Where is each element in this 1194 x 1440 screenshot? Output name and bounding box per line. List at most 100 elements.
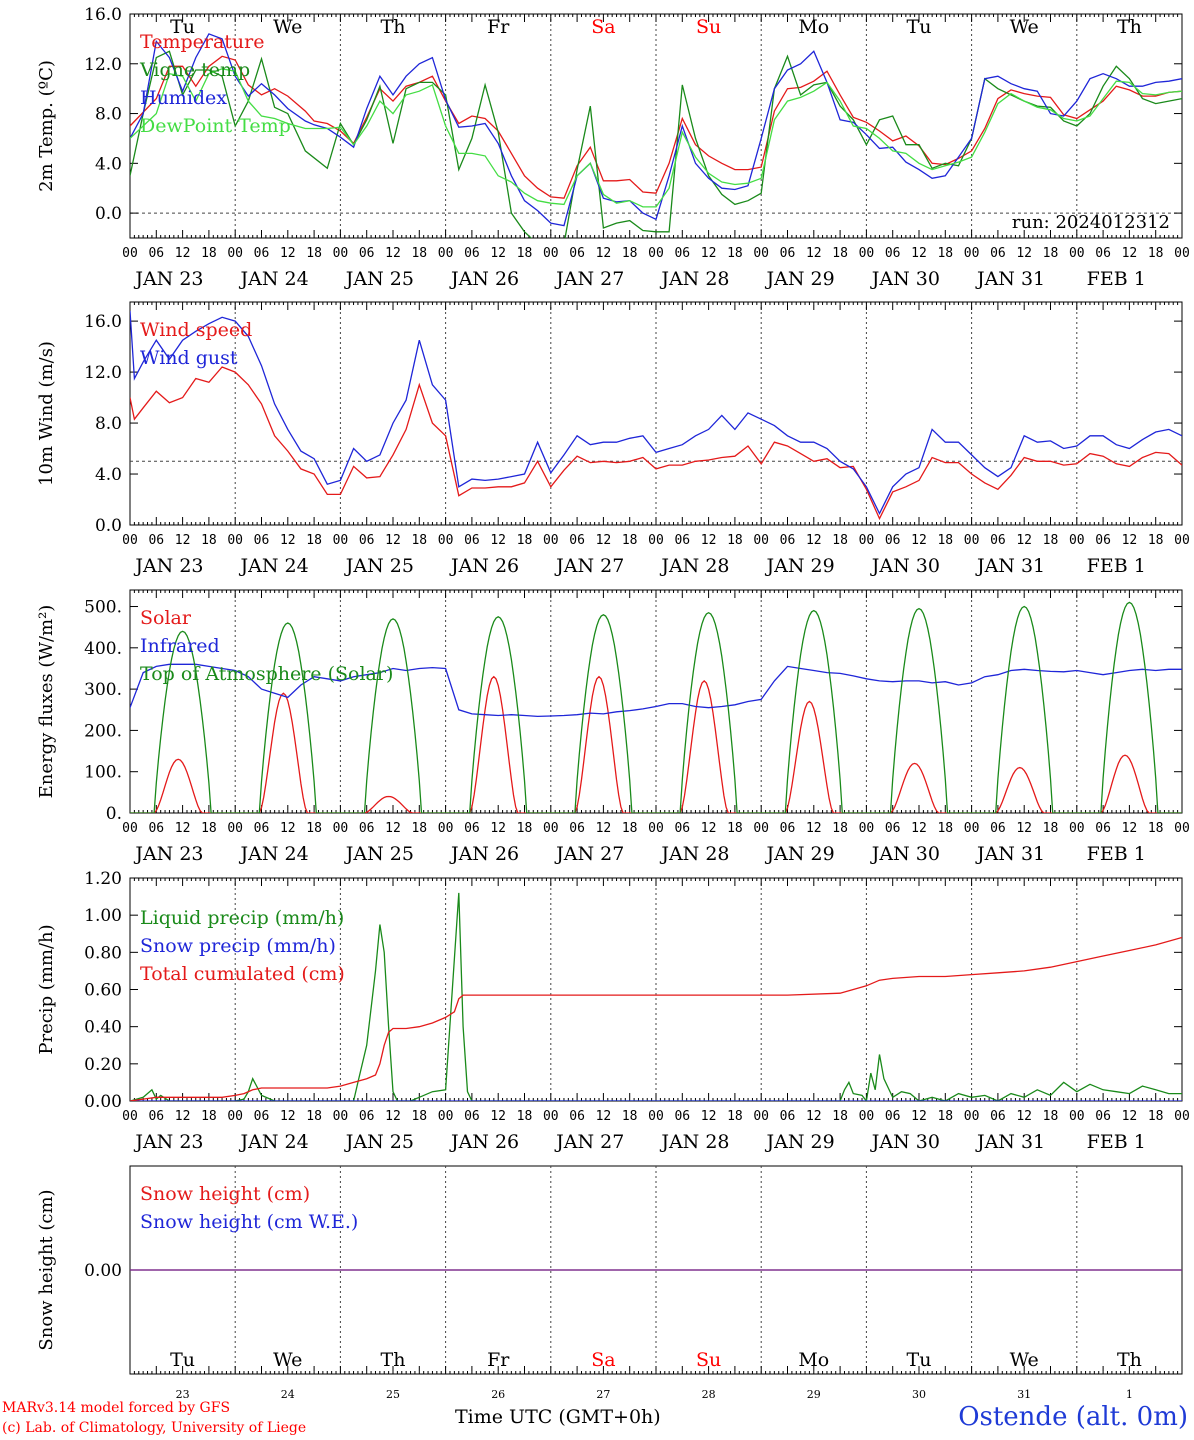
footer-copyright: (c) Lab. of Climatology, University of L…	[2, 1420, 307, 1436]
hour-label: 00	[543, 246, 559, 261]
hour-label: 18	[832, 1109, 848, 1124]
day-name: We	[273, 1349, 302, 1371]
hour-label: 12	[385, 246, 401, 261]
date-label: JAN 30	[870, 843, 940, 865]
hour-label: 06	[359, 821, 375, 836]
hour-label: 00	[1174, 821, 1190, 836]
panel-2: 0.0 4.0 8.0 12.0 16.0 10m Wind (m/s) 00 06 12 18 J…	[36, 301, 1190, 577]
hour-label: 18	[622, 1109, 638, 1124]
y-axis-label: Snow height (cm)	[36, 1189, 57, 1350]
hour-label: 18	[937, 1109, 953, 1124]
hour-label: 18	[1148, 821, 1164, 836]
date-label: JAN 25	[344, 843, 414, 865]
hour-label: 00	[438, 246, 454, 261]
hour-label: 06	[464, 1109, 480, 1124]
run-annotation: run: 2024012312	[1012, 212, 1170, 233]
hour-label: 00	[122, 246, 138, 261]
hour-label: 06	[674, 246, 690, 261]
hour-label: 18	[727, 821, 743, 836]
hour-label: 12	[1016, 821, 1032, 836]
hour-label: 00	[753, 1109, 769, 1124]
hour-label: 18	[411, 533, 427, 548]
hour-label: 18	[727, 246, 743, 261]
hour-label: 12	[1122, 533, 1138, 548]
footer-model-credit: MARv3.14 model forced by GFS	[2, 1400, 231, 1416]
day-number: 28	[702, 1388, 716, 1401]
hour-label: 00	[1069, 533, 1085, 548]
panel-4: 0.00 0.20 0.40 0.60 0.80 1.00 1.20 Precip (mm/h…	[36, 869, 1190, 1153]
day-name: We	[273, 16, 302, 38]
date-label: JAN 30	[870, 1131, 940, 1153]
date-label: JAN 31	[975, 555, 1045, 577]
hour-label: 18	[937, 821, 953, 836]
hour-label: 12	[911, 1109, 927, 1124]
hour-label: 00	[543, 821, 559, 836]
legend-entry: Humidex	[140, 87, 227, 109]
day-name: Sa	[591, 16, 615, 38]
date-label: JAN 31	[975, 1131, 1045, 1153]
hour-label: 12	[1122, 821, 1138, 836]
y-tick-label: 12.0	[84, 363, 122, 383]
hour-label: 12	[175, 246, 191, 261]
day-number: 24	[281, 1388, 295, 1401]
day-number: 29	[807, 1388, 821, 1401]
hour-label: 06	[674, 533, 690, 548]
date-label: JAN 24	[239, 268, 309, 290]
hour-label: 06	[359, 533, 375, 548]
hour-label: 18	[201, 533, 217, 548]
y-tick-label: 8.0	[95, 414, 122, 434]
date-label: JAN 25	[344, 268, 414, 290]
hour-label: 00	[333, 821, 349, 836]
hour-label: 06	[148, 533, 164, 548]
hour-label: 12	[911, 821, 927, 836]
date-label: JAN 28	[659, 555, 729, 577]
hour-label: 06	[464, 246, 480, 261]
date-label: JAN 23	[133, 1131, 203, 1153]
hour-label: 12	[806, 533, 822, 548]
hour-label: 06	[885, 1109, 901, 1124]
hour-label: 12	[701, 821, 717, 836]
legend-entry: Wind speed	[140, 319, 252, 341]
hour-label: 12	[1122, 1109, 1138, 1124]
hour-label: 00	[438, 821, 454, 836]
series-dewpoint-temp	[130, 68, 1182, 208]
hour-label: 18	[1043, 246, 1059, 261]
y-tick-label: 300.	[84, 680, 122, 700]
hour-label: 18	[1043, 533, 1059, 548]
hour-label: 00	[227, 533, 243, 548]
legend-entry: Snow precip (mm/h)	[140, 935, 336, 957]
hour-label: 06	[254, 1109, 270, 1124]
day-name: Mo	[798, 16, 829, 38]
date-label: JAN 27	[554, 268, 624, 290]
date-label: JAN 25	[344, 1131, 414, 1153]
date-label: JAN 26	[449, 843, 519, 865]
hour-label: 00	[648, 821, 664, 836]
y-axis-label: 10m Wind (m/s)	[36, 341, 57, 486]
hour-label: 06	[674, 1109, 690, 1124]
hour-label: 12	[490, 1109, 506, 1124]
y-tick-label: 4.0	[95, 465, 122, 485]
series-top-of-atmosphere-solar	[130, 601, 1182, 813]
y-tick-label: 16.0	[84, 5, 122, 25]
hour-label: 06	[148, 1109, 164, 1124]
hour-label: 18	[727, 1109, 743, 1124]
date-label: JAN 26	[449, 268, 519, 290]
legend-entry: DewPoint Temp	[140, 115, 291, 137]
hour-label: 06	[885, 246, 901, 261]
hour-label: 12	[596, 1109, 612, 1124]
hour-label: 18	[622, 533, 638, 548]
hour-label: 18	[201, 821, 217, 836]
hour-label: 06	[780, 533, 796, 548]
panel-3: 0. 100. 200. 300. 400. 500. Energy fluxes (W/m…	[36, 589, 1190, 865]
date-label: JAN 30	[870, 555, 940, 577]
panel-5: 0.00 Snow height (cm) Tu 23 We 24 Th 25 Fr 26 Sa 27…	[36, 1165, 1183, 1401]
hour-label: 18	[411, 1109, 427, 1124]
hour-label: 12	[490, 533, 506, 548]
hour-label: 12	[280, 246, 296, 261]
hour-label: 18	[306, 821, 322, 836]
hour-label: 18	[517, 533, 533, 548]
hour-label: 00	[543, 1109, 559, 1124]
day-number: 26	[491, 1388, 505, 1401]
date-label: JAN 31	[975, 843, 1045, 865]
hour-label: 00	[753, 533, 769, 548]
